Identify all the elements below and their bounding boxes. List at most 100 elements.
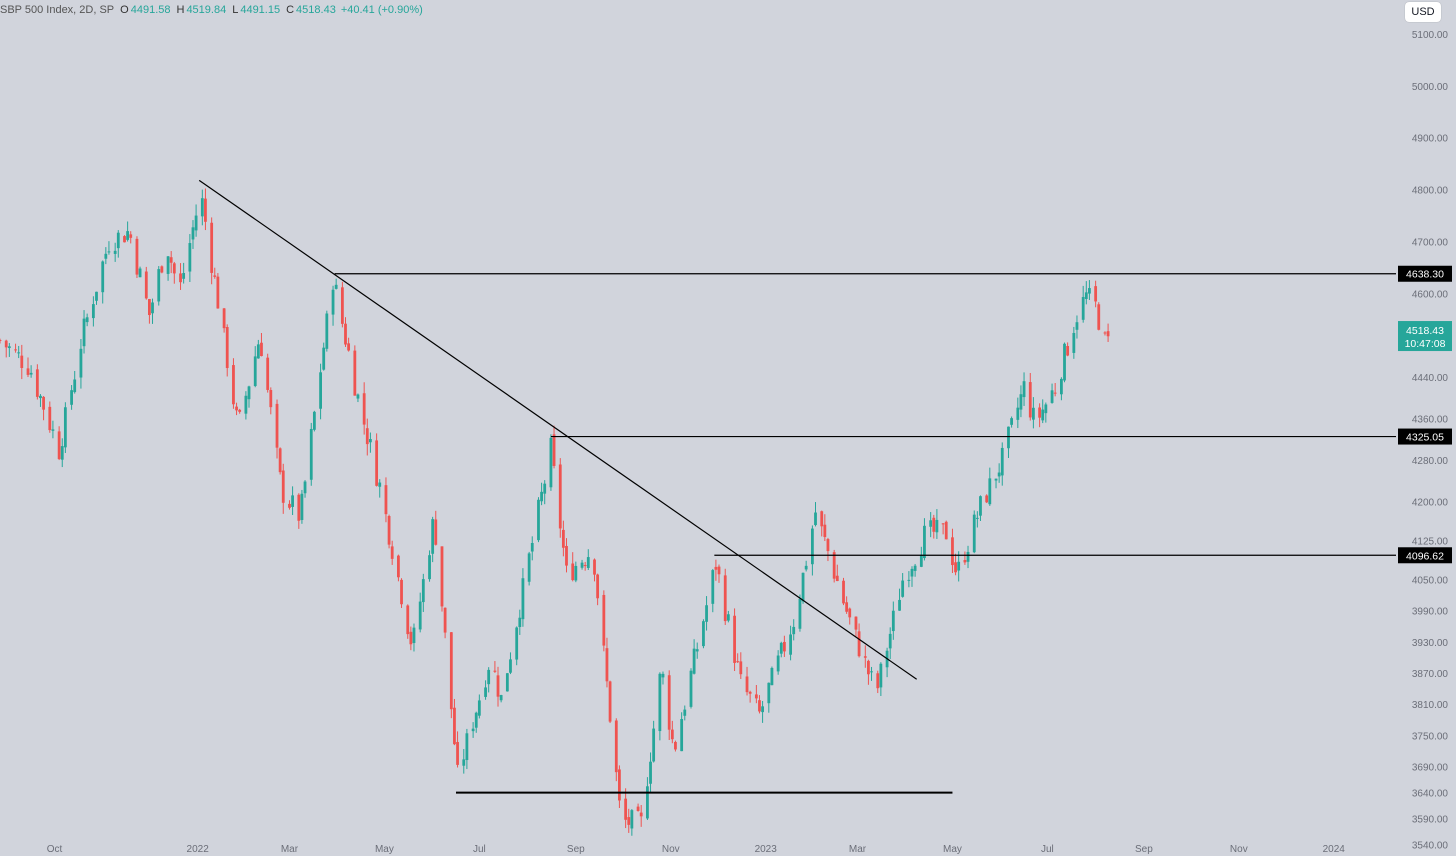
candle-body: [639, 812, 643, 817]
last-price-tag: [1398, 321, 1452, 352]
candle-body: [1084, 292, 1088, 299]
candle-body: [340, 287, 344, 324]
x-tick-label: May: [943, 844, 962, 855]
high-value: 4519.84: [186, 4, 227, 16]
candle-body: [736, 661, 740, 663]
candle-body: [225, 327, 229, 369]
candle-body: [1066, 345, 1070, 356]
candle-body: [465, 733, 469, 761]
candle-body: [325, 313, 329, 349]
ohlc-legend: SBP 500 Index, 2D, SP O 4491.58 H 4519.84 …: [0, 0, 425, 20]
low-label: L: [232, 4, 239, 16]
candle-body: [216, 276, 220, 309]
candle-body: [935, 519, 939, 533]
candle-body: [586, 557, 590, 568]
candle-body: [835, 575, 839, 582]
candle-body: [493, 670, 497, 672]
candle-body: [689, 670, 693, 707]
x-tick-label: May: [375, 844, 394, 855]
candle-body: [362, 393, 366, 425]
y-tick-label: 4200.00: [1412, 498, 1449, 509]
currency-button[interactable]: USD: [1405, 2, 1441, 22]
candle-body: [200, 198, 204, 217]
candle-body: [801, 572, 805, 602]
candle-body: [879, 663, 883, 688]
candle-body: [166, 256, 170, 274]
change-value: +40.41 (+0.90%): [340, 4, 423, 16]
candle-body: [169, 257, 173, 263]
x-tick-label: 2023: [755, 844, 778, 855]
candle-body: [636, 806, 640, 811]
candle-body: [123, 236, 126, 243]
candle-body: [537, 499, 540, 541]
y-tick-label: 3930.00: [1412, 638, 1449, 649]
x-tick-label: Jul: [1041, 844, 1054, 855]
candle-body: [624, 798, 628, 820]
candle-body: [907, 579, 911, 581]
candle-body: [717, 566, 721, 575]
candle-body: [443, 607, 447, 633]
candle-body: [344, 323, 347, 345]
y-tick-label: 4800.00: [1412, 186, 1449, 197]
candle-body: [297, 494, 301, 521]
candle-body: [35, 369, 39, 397]
candle-body: [695, 649, 699, 652]
price-tag: [1398, 547, 1452, 564]
candle-body: [14, 349, 17, 351]
candle-body: [1081, 296, 1085, 320]
candle-body: [820, 511, 824, 527]
candle-body: [1106, 331, 1110, 337]
y-tick-label: 3540.00: [1412, 841, 1449, 852]
candle-body: [278, 448, 282, 473]
candle-body: [1028, 382, 1032, 418]
candle-body: [876, 673, 880, 689]
candle-body: [782, 641, 786, 652]
trendline: [198, 179, 918, 680]
y-tick-label: 4050.00: [1412, 576, 1449, 587]
candle-body: [1050, 390, 1054, 403]
x-tick-label: Mar: [849, 844, 867, 855]
y-tick-label: 4440.00: [1412, 373, 1449, 384]
candle-body: [1097, 304, 1101, 330]
candle-body: [70, 390, 73, 405]
candle-body: [253, 356, 257, 387]
candle-body: [565, 545, 568, 566]
candle-body: [499, 695, 503, 701]
x-tick-label: Mar: [281, 844, 299, 855]
candle-body: [593, 559, 596, 575]
candle-body: [1059, 378, 1063, 395]
candle-body: [979, 496, 982, 516]
candle-body: [957, 561, 961, 571]
candle-body: [85, 317, 89, 323]
candle-body: [608, 681, 612, 722]
candle-body: [733, 615, 736, 663]
candle-body: [431, 519, 435, 554]
candle-body: [814, 512, 817, 526]
candle-body: [269, 390, 273, 408]
candle-body: [739, 661, 743, 675]
candle-body: [213, 275, 217, 277]
candle-body: [649, 761, 652, 784]
candle-body: [963, 560, 967, 563]
open-label: O: [120, 4, 129, 16]
candle-body: [941, 523, 945, 525]
candle-body: [845, 602, 849, 612]
candle-body: [471, 728, 475, 732]
candle-body: [440, 546, 444, 607]
x-tick-label: Nov: [662, 844, 680, 855]
candle-body: [605, 648, 609, 682]
candle-body: [400, 579, 403, 605]
candle-body: [95, 291, 98, 301]
candle-body: [901, 580, 905, 597]
candle-body: [652, 728, 656, 762]
symbol-title: SBP 500 Index, 2D, SP: [0, 4, 115, 16]
y-tick-label: 3640.00: [1412, 789, 1449, 800]
candle-body: [222, 308, 226, 329]
candle-body: [347, 343, 351, 351]
x-tick-label: Nov: [1230, 844, 1248, 855]
candle-body: [204, 198, 207, 222]
y-tick-label: 5000.00: [1412, 82, 1449, 93]
candle-body: [804, 565, 808, 570]
